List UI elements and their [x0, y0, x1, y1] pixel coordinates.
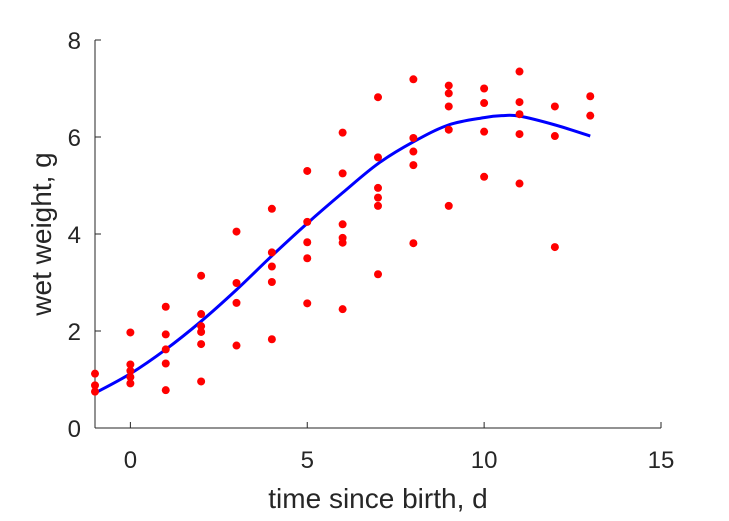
data-point — [126, 366, 135, 375]
data-point — [515, 130, 524, 139]
data-point — [409, 147, 418, 156]
fit-curve-line — [94, 113, 591, 395]
data-point — [374, 201, 382, 210]
data-point — [232, 341, 241, 350]
data-point — [515, 98, 524, 107]
data-point — [197, 327, 206, 336]
data-point — [409, 133, 418, 142]
data-point — [409, 161, 418, 170]
data-point — [444, 89, 453, 98]
data-point — [303, 238, 312, 247]
data-point — [197, 340, 206, 349]
data-point — [197, 377, 206, 386]
data-point — [197, 310, 206, 319]
data-point — [409, 75, 418, 84]
data-point — [232, 227, 241, 236]
data-point — [267, 278, 276, 287]
data-point — [374, 153, 382, 162]
data-point — [338, 128, 347, 137]
data-point — [91, 381, 99, 390]
y-tick-label: 8 — [68, 28, 81, 55]
data-point — [480, 99, 489, 108]
data-point — [444, 125, 453, 134]
data-point — [550, 243, 559, 252]
data-point — [126, 373, 135, 382]
data-point — [232, 278, 241, 287]
y-tick-label: 4 — [68, 222, 81, 249]
x-ticks: 0 5 10 15 — [124, 422, 675, 474]
x-tick-label: 15 — [648, 447, 675, 474]
data-point — [126, 360, 135, 369]
y-tick-label: 6 — [68, 125, 81, 152]
y-axis-label: wet weight, g — [26, 152, 57, 316]
data-point — [550, 102, 559, 111]
data-point — [232, 298, 241, 307]
data-point — [586, 92, 595, 101]
y-ticks: 0 2 4 6 8 — [68, 28, 101, 443]
data-point — [515, 110, 524, 119]
data-point — [480, 84, 489, 93]
data-point — [338, 238, 347, 247]
x-tick-label: 5 — [301, 447, 314, 474]
data-point — [126, 379, 135, 388]
y-tick-label: 0 — [68, 416, 81, 443]
data-point — [267, 204, 276, 213]
data-point — [303, 254, 312, 263]
data-point — [444, 201, 453, 210]
data-point — [480, 127, 489, 136]
data-point — [197, 271, 206, 280]
data-point — [374, 193, 382, 202]
data-point — [161, 386, 170, 395]
data-point — [338, 305, 347, 314]
data-point — [444, 102, 453, 111]
data-point — [374, 270, 382, 279]
data-point — [91, 369, 99, 378]
data-point — [550, 132, 559, 141]
data-point — [444, 81, 453, 90]
data-point — [303, 217, 312, 226]
data-point — [303, 299, 312, 308]
data-point — [267, 262, 276, 271]
data-point — [586, 111, 595, 120]
x-tick-label: 0 — [124, 447, 137, 474]
data-point — [91, 387, 99, 396]
fit-curve — [94, 113, 591, 395]
data-point — [374, 183, 382, 192]
data-point — [267, 335, 276, 344]
data-point — [409, 239, 418, 248]
data-point — [126, 328, 135, 337]
data-point — [161, 330, 170, 339]
data-point — [161, 302, 170, 311]
data-point — [515, 67, 524, 76]
data-point — [338, 169, 347, 178]
x-axis-label: time since birth, d — [268, 483, 487, 514]
data-point — [197, 322, 206, 331]
data-point — [161, 345, 170, 354]
data-point — [303, 166, 312, 175]
data-point — [161, 359, 170, 368]
y-tick-label: 2 — [68, 319, 81, 346]
data-point — [338, 220, 347, 229]
data-point — [374, 93, 382, 102]
data-points — [91, 67, 595, 396]
data-point — [480, 172, 489, 181]
data-point — [267, 248, 276, 257]
data-point — [515, 179, 524, 188]
x-tick-label: 10 — [471, 447, 498, 474]
